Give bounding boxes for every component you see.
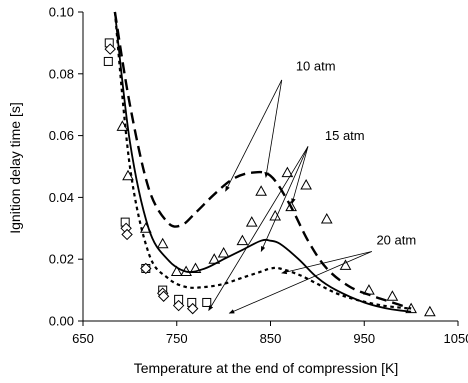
annotation-arrow [228,251,372,314]
annotation-label: 15 atm [325,128,365,143]
annotation-arrow [291,146,309,205]
triangle-marker [300,179,312,190]
triangle-marker [424,305,436,317]
diamond-marker [140,262,152,275]
annotation-arrow [225,79,283,192]
y-tick-label: 0.10 [49,5,74,20]
diamond-marker [157,290,170,302]
model-curve-dot [113,11,412,310]
triangle-marker [217,246,230,258]
triangle-marker [236,234,249,246]
y-tick-label: 0.08 [49,66,74,81]
annotation-arrow [208,146,309,311]
y-tick-label: 0.02 [49,252,74,267]
triangle-marker [339,259,352,270]
triangle-marker [320,213,333,224]
annotation-label: 20 atm [376,232,416,247]
triangle-marker [156,237,169,249]
model-curve-solid [114,11,412,313]
square-marker [202,297,212,307]
x-tick-label: 750 [166,331,188,346]
annotation-arrow [281,251,372,275]
triangle-marker [255,185,267,196]
annotation-arrow [260,146,309,252]
y-tick-label: 0.04 [49,190,74,205]
x-tick-label: 850 [260,331,282,346]
model-curve-dash [113,11,412,310]
triangle-marker [386,290,399,301]
annotation-label: 10 atm [296,59,336,74]
square-marker [103,56,113,66]
diamond-marker [186,302,199,315]
triangle-marker [170,265,183,277]
x-axis-label: Temperature at the end of compression [K… [134,360,399,376]
diamond-marker [172,299,185,312]
annotations: 10 atm 15 atm 20 atm [208,59,416,314]
diamond-marker [121,228,133,241]
diamond-marker [104,43,116,55]
y-tick-label: 0.00 [49,314,74,329]
x-tick-label: 650 [72,331,94,346]
plot-marks [103,11,436,317]
y-axis-label: Ignition delay time [s] [7,102,23,234]
triangle-marker [281,166,294,178]
triangle-marker [245,216,258,227]
y-tick-label: 0.06 [49,128,74,143]
x-tick-label: 950 [353,331,375,346]
annotation-arrow [264,79,283,178]
